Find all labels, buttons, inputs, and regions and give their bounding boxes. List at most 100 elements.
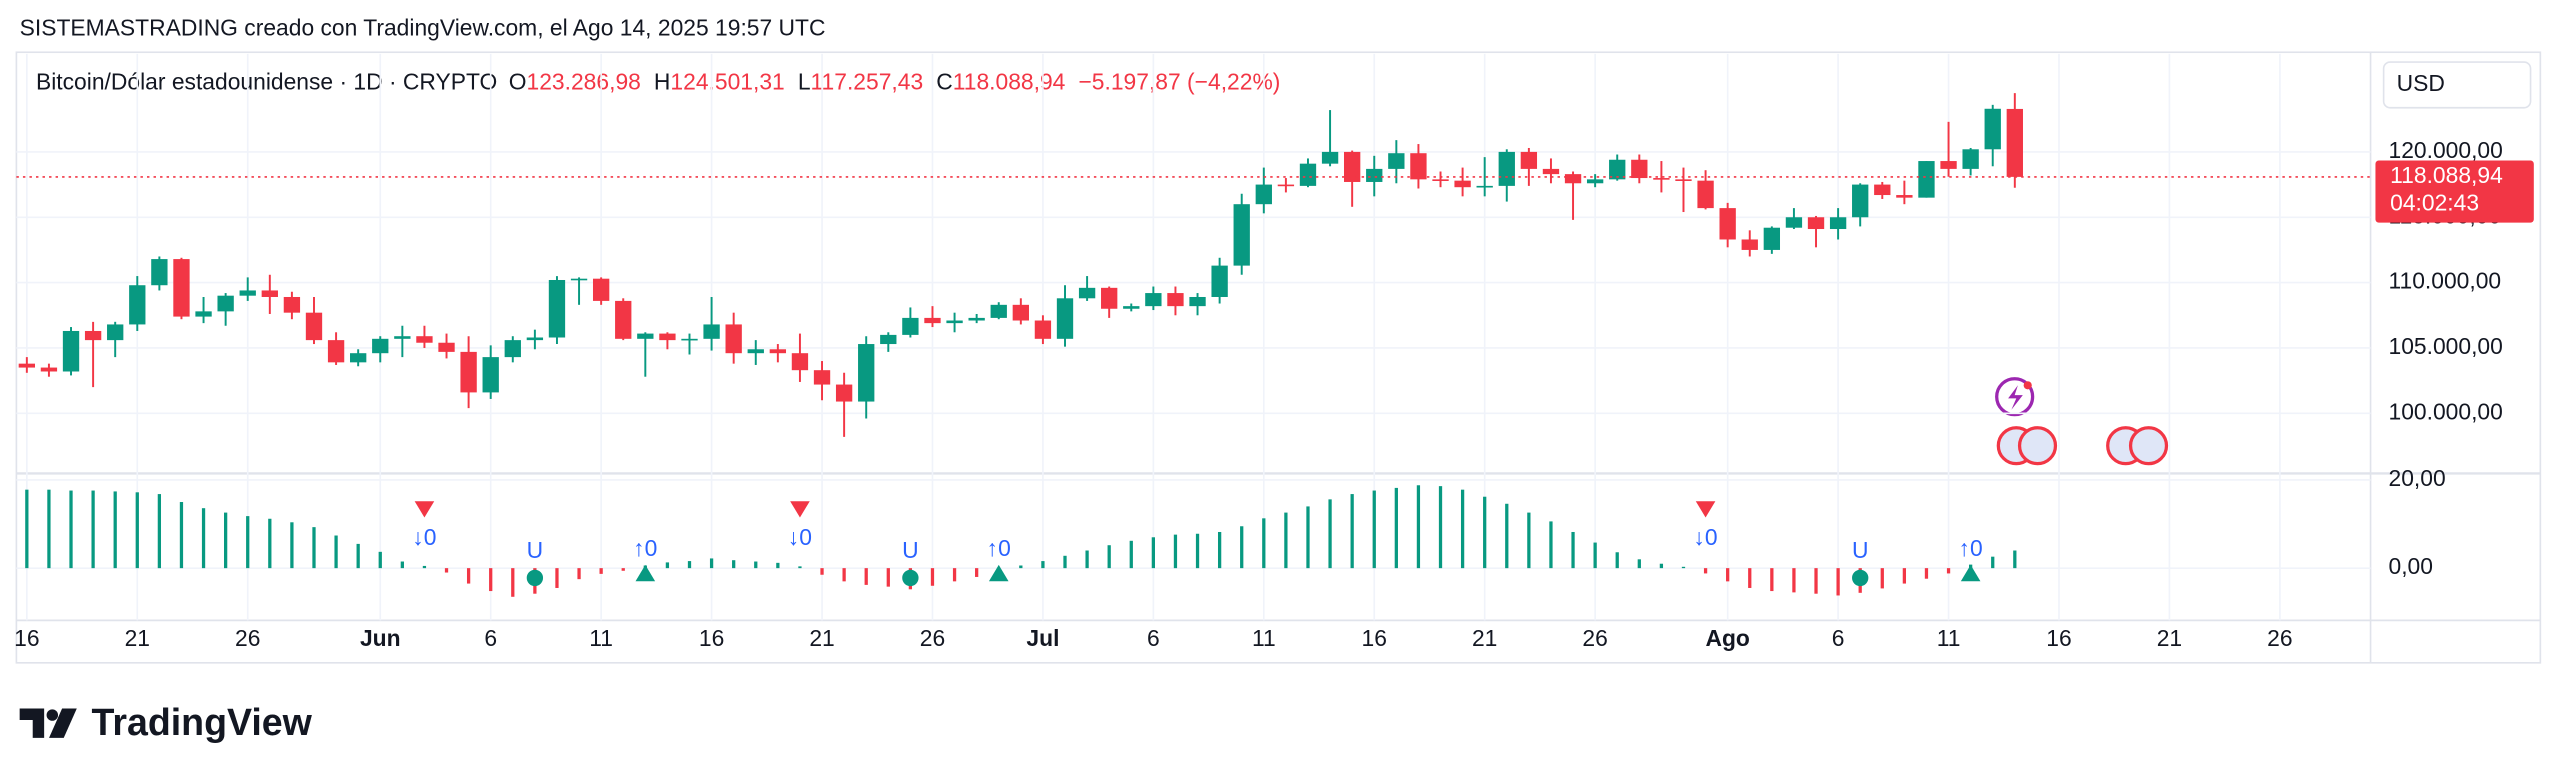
histogram-bar [1748,568,1752,588]
histogram-bar [709,558,714,569]
histogram-bar [754,561,758,569]
candle-body [1123,306,1140,309]
histogram-bar [1902,568,1907,584]
candle-body [615,300,632,339]
histogram-bar [687,561,692,569]
candle-body [1432,179,1449,181]
signal-label: U [902,537,918,563]
l-value: 117.257,43 [811,68,924,94]
x-tick-label: 26 [235,625,260,651]
histogram-bar [864,568,868,585]
histogram-bar [1571,531,1575,569]
candle-body [1874,184,1891,196]
histogram-bar [511,568,515,597]
histogram-bar [1173,534,1178,569]
candle-body [990,304,1007,318]
x-tick-label: 11 [589,625,613,651]
candle-body [1741,239,1758,250]
candle-body [372,338,389,354]
candle-body [1078,287,1096,299]
currency-button[interactable] [2382,61,2532,109]
candle-body [1520,151,1538,169]
histogram-bar [1637,559,1641,569]
candle-body [173,259,190,317]
histogram-bar [1681,566,1686,569]
histogram-bar [1770,568,1774,592]
histogram-bar [378,551,382,569]
candle-body [504,340,521,358]
candle-body [129,285,146,325]
y-tick-label: 20,00 [2389,465,2446,491]
y-tick-label: 120.000,00 [2389,137,2503,163]
candle-body [924,317,941,324]
candle-body [548,279,566,338]
candle-body [40,367,58,372]
y-tick-label: 110.000,00 [2389,268,2502,294]
x-tick-label: 6 [1832,625,1845,651]
x-tick-label: 26 [920,625,945,651]
candle-body [1167,293,1184,307]
candle-body [62,330,80,372]
histogram-bar [201,508,206,569]
candle-body [1719,208,1736,240]
histogram-bar [2013,550,2017,569]
x-tick-label: 21 [2157,625,2182,651]
histogram-bar [25,489,29,569]
histogram-bar [224,512,228,569]
candle-body [1984,108,2001,150]
event-flag[interactable] [2017,426,2058,466]
histogram-bar [820,568,824,575]
logo-text: TradingView [91,701,312,743]
candle-body [769,349,787,354]
histogram-bar [268,518,272,569]
signal-label: ↑0 [987,535,1011,561]
candle-body [1101,287,1118,309]
candle-body [394,336,411,339]
x-tick-label: 11 [1937,625,1961,651]
candle-body [460,351,477,393]
last-price-label: 118.088,94 [2390,162,2503,188]
x-tick-label: Jul [1026,625,1059,651]
candle-body [1454,180,1471,188]
x-tick-label: 26 [2267,625,2292,651]
histogram-bar [1593,542,1597,569]
signal-marker [902,569,919,587]
currency[interactable]: USD [2397,70,2445,96]
c-key: C [936,68,952,94]
histogram-bar [422,565,427,569]
x-tick-label: 11 [1252,625,1276,651]
histogram-bar [135,492,139,569]
histogram-bar [1483,496,1487,569]
x-tick-label: Jun [360,625,401,651]
histogram-bar [1394,487,1398,569]
candle-body [946,320,963,324]
signal-marker [1695,501,1716,518]
histogram-bar [1792,568,1796,593]
lightning [2008,385,2023,410]
histogram-bar [732,560,736,569]
x-tick-label: 16 [1362,625,1387,651]
logo: TradingView [19,701,313,743]
histogram-bar [975,568,979,577]
histogram-bar [1726,568,1730,582]
candle-body [1321,151,1339,164]
histogram-bar [599,568,603,574]
candle-body [1653,178,1670,180]
logo-mark [49,708,77,738]
signal-label: ↓0 [1694,524,1718,550]
countdown: 04:02:43 [2390,190,2479,216]
candle-body [2006,108,2023,177]
histogram-bar [312,527,316,569]
x-tick-label: 21 [1472,625,1497,651]
candle-body [637,333,654,339]
candle-body [835,384,853,402]
candle-body [1675,179,1692,181]
event-flag[interactable] [2128,426,2169,466]
x-tick-label: Ago [1705,625,1749,651]
histogram-bar [1659,563,1664,569]
candle-body [1211,265,1228,297]
histogram-bar [1946,568,1951,574]
candle-body [1233,204,1250,266]
candle-body [1896,195,1913,198]
